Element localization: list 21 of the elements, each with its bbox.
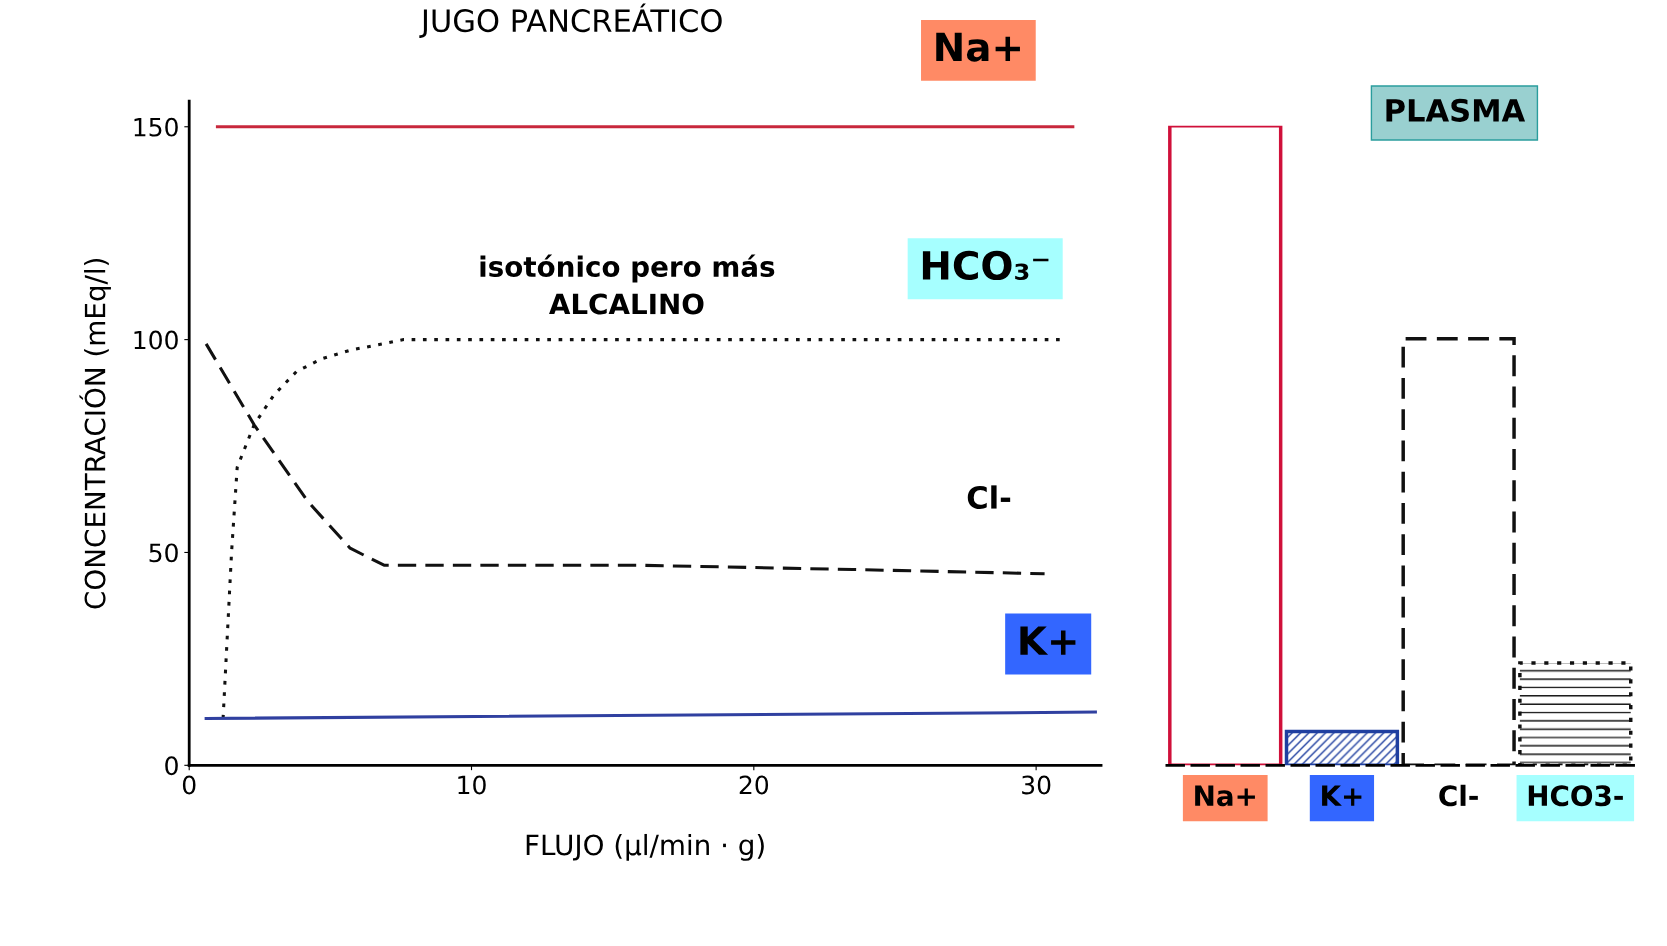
y-tick-label: 150 — [134, 117, 178, 137]
x-tick-label: 10 — [458, 775, 486, 795]
y-tick-label: 100 — [134, 330, 178, 350]
text: Cl- — [967, 485, 1011, 509]
series-label: HCO₃⁻ — [922, 250, 1049, 281]
x-tick-label: Cl- — [1439, 784, 1478, 807]
x-tick-label: 0 — [182, 775, 196, 795]
series-label: K+ — [1020, 626, 1076, 655]
x-tick-label: 30 — [1022, 775, 1051, 795]
x-tick-label: HCO3- — [1528, 785, 1623, 807]
x-tick-label: 20 — [739, 775, 769, 795]
x-axis-title: FLUJO (μl/min · g) — [526, 833, 764, 861]
chart-title: PLASMA — [1386, 98, 1526, 122]
x-tick-label: K+ — [1322, 785, 1362, 806]
annotation: isotónico pero más ALCALINO — [480, 254, 775, 315]
y-tick-label: 0 — [165, 756, 178, 776]
y-tick-label: 50 — [149, 543, 178, 563]
chart-title: JUGO PANCREÁTICO — [419, 3, 722, 38]
series-label: Na+ — [936, 32, 1020, 62]
y-axis-title: CONCENTRACIÓN (mEq/l) — [79, 258, 111, 609]
x-tick-label: Na+ — [1195, 785, 1255, 807]
